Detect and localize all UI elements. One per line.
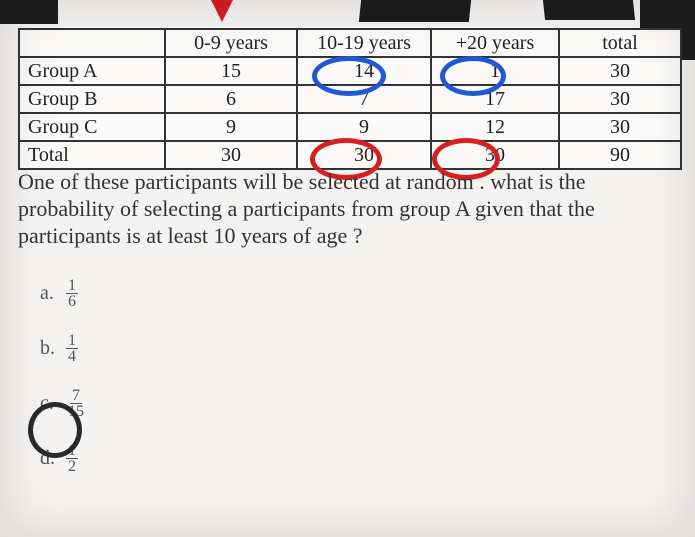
row-header: Group A (19, 57, 165, 85)
header-cell: 0-9 years (165, 29, 297, 57)
cell: 9 (297, 113, 431, 141)
header-cell: +20 years (431, 29, 559, 57)
fraction-num: 1 (66, 333, 78, 349)
cell: 30 (559, 85, 681, 113)
cell: 30 (297, 141, 431, 169)
option-label: d. (40, 447, 66, 470)
option-d: d. 1 2 (40, 443, 86, 474)
cell: 9 (165, 113, 297, 141)
option-label: b. (40, 337, 66, 360)
fraction-den: 15 (66, 404, 86, 419)
cell: 30 (559, 57, 681, 85)
fraction-den: 6 (66, 294, 78, 309)
artifact-shape (543, 0, 635, 20)
data-table: 0-9 years 10-19 years +20 years total Gr… (18, 28, 682, 170)
table-header-row: 0-9 years 10-19 years +20 years total (19, 29, 681, 57)
cell: 1 (431, 57, 559, 85)
page-root: 0-9 years 10-19 years +20 years total Gr… (0, 0, 695, 537)
header-cell: 10-19 years (297, 29, 431, 57)
fraction-den: 2 (66, 459, 78, 474)
artifact-shape (0, 0, 58, 24)
option-c: c. 7 15 (40, 388, 86, 419)
fraction: 7 15 (66, 388, 86, 419)
cell: 12 (431, 113, 559, 141)
table-row: Group B 6 7 17 30 (19, 85, 681, 113)
cell: 15 (165, 57, 297, 85)
fraction-den: 4 (66, 349, 78, 364)
fraction: 1 4 (66, 333, 78, 364)
table-row: Total 30 30 30 90 (19, 141, 681, 169)
row-header: Group C (19, 113, 165, 141)
cell: 30 (431, 141, 559, 169)
fraction: 1 2 (66, 443, 78, 474)
header-cell (19, 29, 165, 57)
option-label: a. (40, 282, 66, 305)
option-label: c. (40, 392, 66, 415)
fraction-num: 1 (66, 278, 78, 294)
cell: 30 (165, 141, 297, 169)
header-cell: total (559, 29, 681, 57)
fraction: 1 6 (66, 278, 78, 309)
fraction-num: 7 (70, 388, 82, 404)
cell: 7 (297, 85, 431, 113)
cell: 17 (431, 85, 559, 113)
row-header: Group B (19, 85, 165, 113)
cell: 30 (559, 113, 681, 141)
cell: 14 (297, 57, 431, 85)
cell: 90 (559, 141, 681, 169)
option-b: b. 1 4 (40, 333, 86, 364)
table-row: Group A 15 14 1 30 (19, 57, 681, 85)
question-text: One of these participants will be select… (18, 168, 678, 249)
option-a: a. 1 6 (40, 278, 86, 309)
cell: 6 (165, 85, 297, 113)
answer-options: a. 1 6 b. 1 4 c. 7 15 d. 1 2 (40, 278, 86, 498)
artifact-shape (359, 0, 471, 22)
row-header: Total (19, 141, 165, 169)
table-row: Group C 9 9 12 30 (19, 113, 681, 141)
fraction-num: 1 (66, 443, 78, 459)
